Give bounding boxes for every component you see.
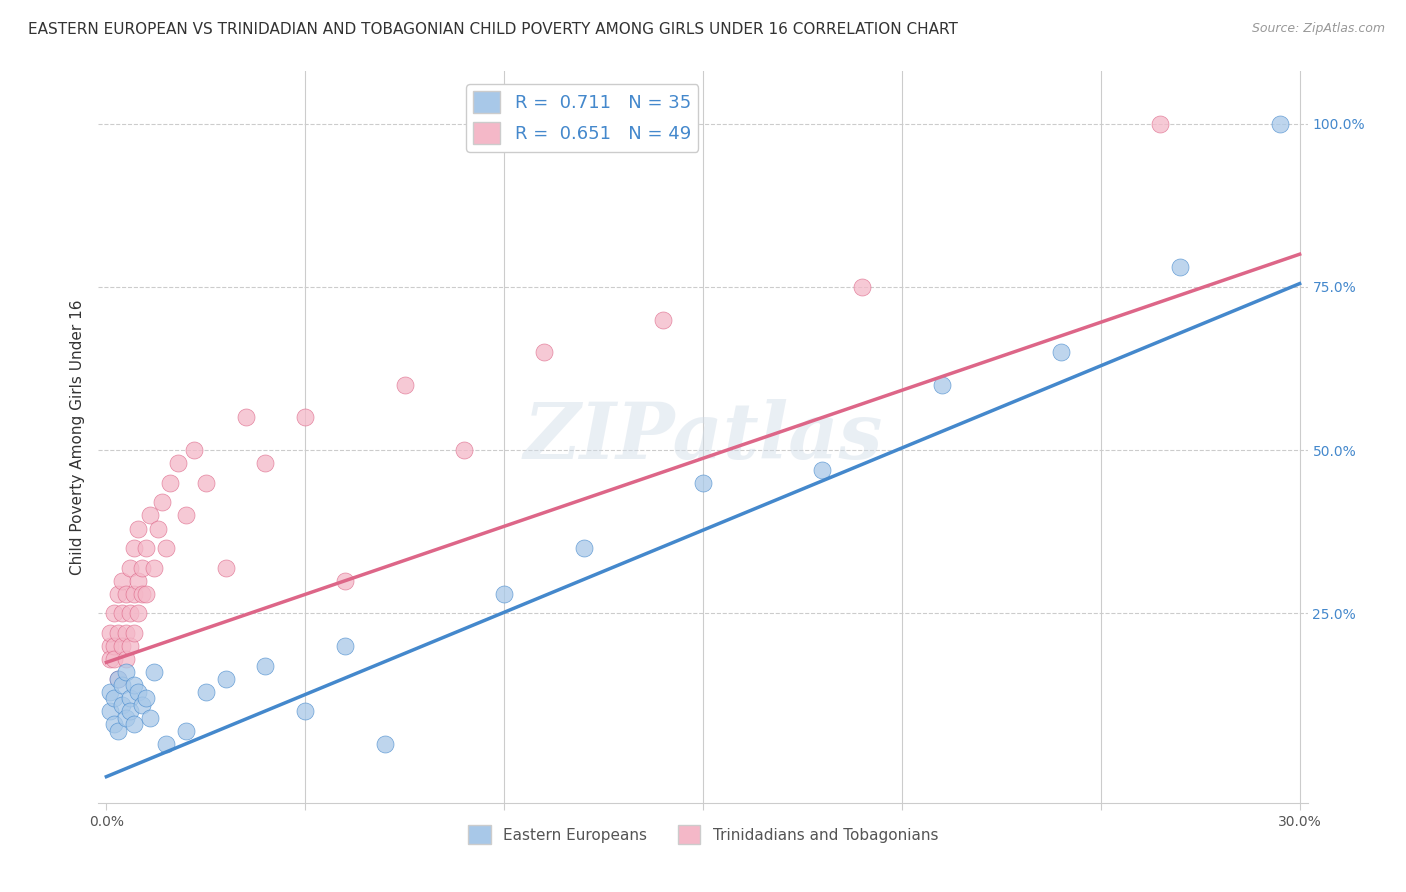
- Point: [254, 456, 277, 470]
- Point: [494, 587, 516, 601]
- Legend: Eastern Europeans, Trinidadians and Tobagonians: Eastern Europeans, Trinidadians and Toba…: [461, 819, 945, 850]
- Point: [122, 678, 145, 692]
- Point: [120, 691, 142, 706]
- Point: [127, 574, 149, 588]
- Point: [98, 705, 121, 719]
- Point: [1050, 345, 1073, 359]
- Text: Source: ZipAtlas.com: Source: ZipAtlas.com: [1251, 22, 1385, 36]
- Point: [155, 737, 177, 751]
- Point: [143, 560, 166, 574]
- Point: [131, 698, 153, 712]
- Point: [1268, 117, 1291, 131]
- Point: [111, 639, 134, 653]
- Point: [294, 410, 316, 425]
- Point: [150, 495, 173, 509]
- Point: [931, 377, 953, 392]
- Point: [111, 574, 134, 588]
- Point: [183, 443, 205, 458]
- Point: [98, 685, 121, 699]
- Point: [135, 541, 157, 555]
- Point: [111, 678, 134, 692]
- Point: [139, 711, 162, 725]
- Point: [159, 475, 181, 490]
- Point: [533, 345, 555, 359]
- Point: [146, 521, 169, 535]
- Point: [572, 541, 595, 555]
- Point: [811, 463, 834, 477]
- Point: [194, 685, 217, 699]
- Text: ZIPatlas: ZIPatlas: [523, 399, 883, 475]
- Point: [107, 672, 129, 686]
- Point: [103, 717, 125, 731]
- Point: [120, 639, 142, 653]
- Point: [107, 723, 129, 738]
- Point: [98, 639, 121, 653]
- Point: [294, 705, 316, 719]
- Text: EASTERN EUROPEAN VS TRINIDADIAN AND TOBAGONIAN CHILD POVERTY AMONG GIRLS UNDER 1: EASTERN EUROPEAN VS TRINIDADIAN AND TOBA…: [28, 22, 957, 37]
- Point: [394, 377, 416, 392]
- Point: [115, 587, 138, 601]
- Point: [1168, 260, 1191, 275]
- Point: [122, 717, 145, 731]
- Point: [127, 685, 149, 699]
- Point: [107, 626, 129, 640]
- Point: [103, 652, 125, 666]
- Point: [107, 672, 129, 686]
- Point: [652, 312, 675, 326]
- Point: [122, 587, 145, 601]
- Point: [120, 705, 142, 719]
- Point: [851, 280, 873, 294]
- Point: [111, 607, 134, 621]
- Point: [103, 607, 125, 621]
- Point: [120, 560, 142, 574]
- Point: [139, 508, 162, 523]
- Point: [215, 672, 238, 686]
- Point: [111, 698, 134, 712]
- Point: [167, 456, 190, 470]
- Point: [692, 475, 714, 490]
- Point: [115, 665, 138, 680]
- Point: [120, 607, 142, 621]
- Point: [107, 587, 129, 601]
- Point: [98, 626, 121, 640]
- Point: [131, 560, 153, 574]
- Point: [103, 639, 125, 653]
- Point: [333, 574, 356, 588]
- Point: [115, 652, 138, 666]
- Point: [115, 626, 138, 640]
- Point: [98, 652, 121, 666]
- Point: [135, 587, 157, 601]
- Point: [174, 723, 197, 738]
- Point: [235, 410, 257, 425]
- Point: [194, 475, 217, 490]
- Point: [1149, 117, 1171, 131]
- Point: [155, 541, 177, 555]
- Point: [374, 737, 396, 751]
- Point: [127, 521, 149, 535]
- Point: [131, 587, 153, 601]
- Point: [453, 443, 475, 458]
- Point: [122, 626, 145, 640]
- Point: [115, 711, 138, 725]
- Point: [127, 607, 149, 621]
- Point: [122, 541, 145, 555]
- Point: [103, 691, 125, 706]
- Point: [135, 691, 157, 706]
- Point: [333, 639, 356, 653]
- Point: [174, 508, 197, 523]
- Point: [215, 560, 238, 574]
- Y-axis label: Child Poverty Among Girls Under 16: Child Poverty Among Girls Under 16: [69, 300, 84, 574]
- Point: [254, 658, 277, 673]
- Point: [143, 665, 166, 680]
